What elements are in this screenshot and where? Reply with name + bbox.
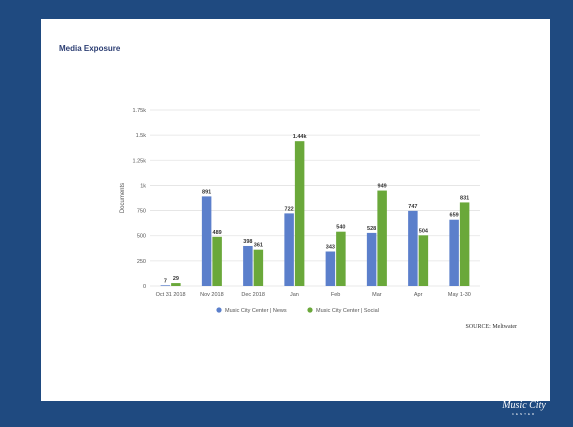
- bar-news: [160, 285, 171, 286]
- y-tick-label: 250: [137, 259, 146, 265]
- data-label: 361: [254, 243, 263, 249]
- bar-social: [377, 190, 387, 286]
- x-tick-label: Oct 31 2018: [156, 292, 186, 298]
- x-tick-label: Mar: [372, 292, 382, 298]
- bar-social: [459, 202, 470, 286]
- data-label: 1.44k: [293, 134, 308, 140]
- y-tick-label: 1.25k: [133, 158, 147, 164]
- bar-news: [284, 213, 294, 286]
- legend-marker-social: [307, 307, 313, 313]
- data-label: 343: [326, 245, 335, 251]
- data-label: 891: [202, 189, 211, 195]
- bar-social: [212, 236, 222, 286]
- data-label: 540: [336, 225, 345, 231]
- data-label: 504: [419, 228, 429, 234]
- data-label: 528: [367, 226, 376, 232]
- y-tick-label: 1.5k: [136, 133, 147, 139]
- data-label: 659: [450, 213, 459, 219]
- bar-news: [243, 245, 253, 286]
- bar-news: [325, 251, 336, 286]
- data-label: 29: [173, 276, 179, 282]
- logo-text: Music City: [502, 400, 546, 411]
- x-tick-label: Feb: [331, 292, 340, 298]
- bar-news: [408, 210, 418, 286]
- bar-news: [366, 232, 377, 286]
- x-tick-label: Jan: [290, 292, 299, 298]
- data-label: 398: [243, 239, 252, 245]
- x-tick-label: Apr: [414, 292, 423, 298]
- bar-news: [201, 196, 212, 286]
- data-label: 722: [285, 206, 294, 212]
- chart-title: Media Exposure: [59, 44, 121, 53]
- y-tick-label: 1k: [140, 183, 146, 189]
- bar-social: [418, 235, 429, 286]
- data-label: 949: [378, 184, 387, 190]
- bar-social: [253, 249, 264, 286]
- x-tick-label: Dec 2018: [241, 292, 265, 298]
- legend-marker-news: [216, 307, 222, 313]
- logo-subtext: CENTER: [511, 412, 537, 416]
- y-tick-label: 0: [143, 284, 146, 290]
- data-label: 489: [213, 230, 222, 236]
- bar-social: [294, 141, 305, 286]
- y-tick-label: 1.75k: [133, 108, 147, 114]
- bar-social: [336, 231, 346, 286]
- data-label: 7: [164, 278, 167, 284]
- bar-social: [171, 283, 181, 286]
- data-label: 747: [408, 204, 417, 210]
- y-axis-label: Documents: [120, 183, 126, 213]
- legend-label-news: Music City Center | News: [225, 308, 287, 314]
- x-tick-label: Nov 2018: [200, 292, 224, 298]
- music-city-logo: Music City CENTER: [497, 400, 551, 422]
- bar-news: [449, 219, 459, 286]
- y-tick-label: 750: [137, 209, 146, 215]
- data-label: 831: [460, 195, 469, 201]
- source-note: SOURCE: Meltwater: [465, 324, 518, 330]
- legend-label-social: Music City Center | Social: [316, 308, 379, 314]
- x-tick-label: May 1-30: [448, 292, 471, 298]
- y-tick-label: 500: [137, 234, 146, 240]
